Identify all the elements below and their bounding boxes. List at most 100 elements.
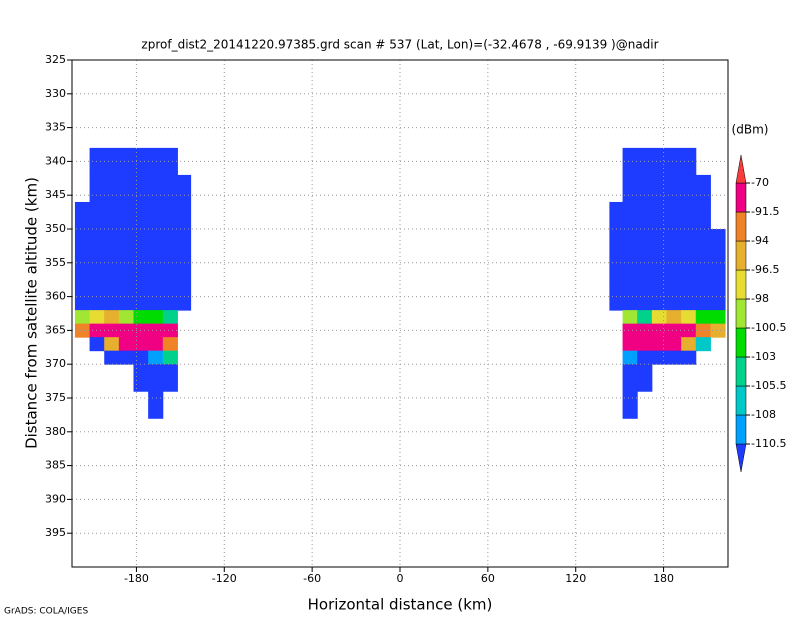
heat-cell [622,337,638,352]
heat-cell [104,256,120,284]
heat-cell [74,323,91,338]
colorbar-label: -96.5 [751,263,779,276]
heat-cell [89,323,105,338]
x-axis-title: Horizontal distance (km) [308,596,493,614]
y-tick-label: 390 [45,492,66,505]
x-tick-label: -180 [124,572,149,585]
heat-cell [89,147,105,176]
credit: GrADS: COLA/IGES [4,607,88,617]
heat-cell [695,337,711,352]
y-tick-label: 340 [45,154,66,167]
heat-cell [710,256,726,284]
heat-cell [74,310,91,325]
heat-cell [710,323,726,338]
x-tick-label: -120 [212,572,237,585]
heat-cell [622,350,638,365]
heat-cell [133,283,149,311]
heat-cell [177,174,192,203]
heat-cell [637,256,653,284]
y-tick-label: 325 [45,53,66,66]
y-tick-label: 345 [45,188,66,201]
heat-cell [133,310,149,325]
heat-cell [651,201,667,230]
heat-cell [74,283,91,311]
heat-cell [148,310,164,325]
heat-cell [637,364,653,392]
heat-cell [695,256,711,284]
heat-cell [118,229,134,257]
heat-cell [681,229,697,257]
heat-cell [651,310,667,325]
heat-cell [162,337,178,352]
heat-cell [148,323,164,338]
colorbar-box [735,240,747,271]
heat-cell [148,147,164,176]
colorbar-label: -98 [751,292,769,305]
heat-cell [681,256,697,284]
heat-cell [118,201,134,230]
colorbar-label: -100.5 [751,321,786,334]
y-axis-title: Distance from satellite altitude (km) [23,177,41,449]
heat-cell [695,174,711,203]
colorbar-label: -91.5 [751,205,779,218]
heat-cell [651,283,667,311]
heat-cell [104,201,120,230]
heat-cell [609,256,624,284]
heat-cell [133,229,149,257]
heat-cell [710,310,726,325]
y-tick-label: 395 [45,526,66,539]
heat-cell [89,201,105,230]
heat-cell [148,350,164,365]
y-tick-label: 355 [45,256,66,269]
heat-cell [637,310,653,325]
heat-cell [622,310,638,325]
colorbar-label: -105.5 [751,379,786,392]
y-tick-label: 375 [45,391,66,404]
heat-cell [118,283,134,311]
colorbar-box [735,182,747,213]
heat-cell [637,350,653,365]
heat-cell [622,256,638,284]
heat-cell [637,174,653,203]
heat-cell [162,201,178,230]
heat-cell [118,174,134,203]
heat-cell [637,229,653,257]
heat-cell [622,174,638,203]
heat-cell [666,350,682,365]
heat-cell [666,283,682,311]
heat-cell [622,201,638,230]
heat-cell [89,229,105,257]
heat-cell [609,229,624,257]
y-tick-label: 335 [45,121,66,134]
x-tick-label: 60 [481,572,495,585]
heat-cell [710,229,726,257]
heat-cell [666,147,682,176]
heat-cell [651,229,667,257]
y-tick-label: 350 [45,222,66,235]
y-tick-label: 365 [45,323,66,336]
heat-cell [695,283,711,311]
colorbar-box [735,298,747,329]
heat-cell [133,323,149,338]
heat-cell [622,323,638,338]
heat-cell [104,283,120,311]
heat-cell [162,350,178,365]
heat-cell [148,174,164,203]
x-tick-label: 180 [653,572,674,585]
y-tick-label: 385 [45,459,66,472]
heat-cell [118,323,134,338]
heat-cell [148,391,164,419]
heat-cell [104,174,120,203]
heat-cell [622,229,638,257]
heat-cell [148,364,164,392]
colorbar-box [735,327,747,358]
heat-cell [162,147,178,176]
heat-cell [622,283,638,311]
heat-cell [710,283,726,311]
heat-cell [609,201,624,230]
plot-frame [71,59,729,568]
heat-cell [695,323,711,338]
heat-cell [637,201,653,230]
